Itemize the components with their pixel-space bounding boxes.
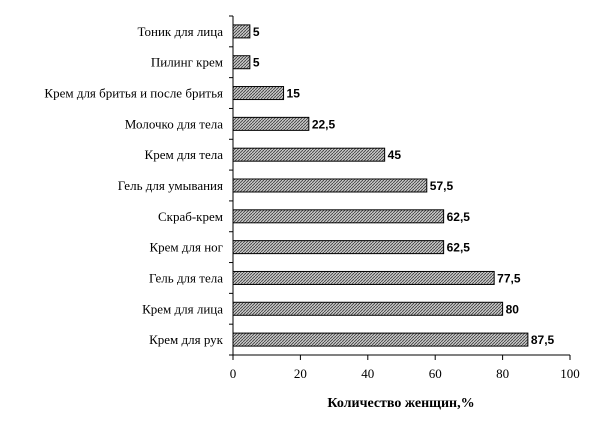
- data-label: 5: [253, 56, 260, 70]
- x-tick-label: 60: [429, 366, 442, 381]
- bar: [232, 209, 445, 224]
- data-label: 62,5: [447, 210, 471, 224]
- category-label: Крем для ног: [149, 240, 223, 255]
- data-label: 62,5: [447, 241, 471, 255]
- data-label: 45: [388, 148, 402, 162]
- bar: [232, 147, 386, 162]
- category-label: Пилинг крем: [151, 55, 223, 70]
- x-axis-title: Количество женщин,%: [327, 396, 474, 411]
- category-label: Молочко для тела: [125, 116, 223, 131]
- bar: [232, 55, 251, 70]
- x-tick-label: 40: [361, 366, 374, 381]
- data-label: 80: [506, 302, 520, 316]
- data-label: 22,5: [312, 117, 336, 131]
- bar: [232, 332, 529, 347]
- bar: [232, 301, 504, 316]
- x-tick-label: 80: [496, 366, 509, 381]
- x-tick-label: 100: [560, 366, 580, 381]
- x-tick-label: 20: [294, 366, 307, 381]
- data-label: 57,5: [430, 179, 454, 193]
- bar: [232, 270, 495, 285]
- data-label: 87,5: [531, 333, 555, 347]
- data-label: 77,5: [497, 271, 521, 285]
- category-label: Крем для бритья и после бритья: [44, 86, 223, 101]
- bar: [232, 24, 251, 39]
- axes-group: [232, 16, 570, 356]
- bar: [232, 116, 310, 131]
- category-label: Гель для тела: [149, 270, 223, 285]
- category-label: Крем для лица: [142, 301, 223, 316]
- data-label: 5: [253, 25, 260, 39]
- bar: [232, 240, 445, 255]
- bar: [232, 178, 428, 193]
- x-tick-label: 0: [230, 366, 237, 381]
- bars-group: [232, 24, 529, 347]
- category-label: Крем для рук: [149, 332, 224, 347]
- category-label: Скраб-крем: [158, 209, 223, 224]
- bar: [232, 86, 285, 101]
- category-label: Гель для умывания: [118, 178, 223, 193]
- category-label: Тоник для лица: [138, 24, 224, 39]
- data-label: 15: [287, 87, 301, 101]
- labels-group: Тоник для лица 5 Пилинг крем 5 Крем для брит…: [44, 15, 580, 381]
- category-label: Крем для тела: [145, 147, 224, 162]
